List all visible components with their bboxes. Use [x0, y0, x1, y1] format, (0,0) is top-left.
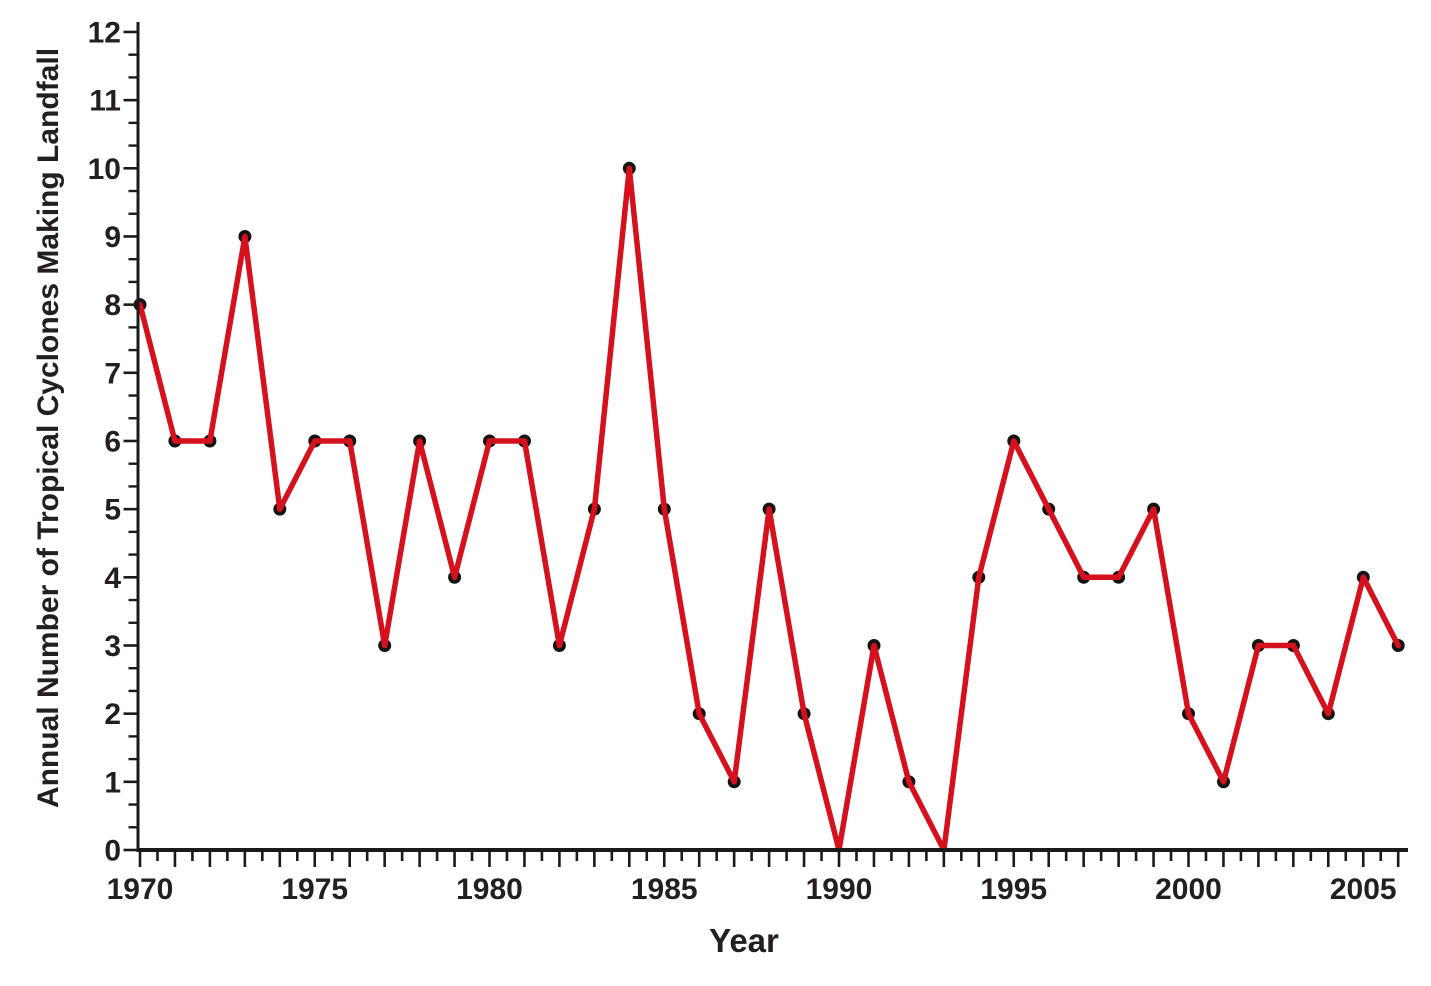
y-axis-title: Annual Number of Tropical Cyclones Makin…	[32, 47, 65, 809]
y-tick-label: 4	[104, 562, 121, 595]
y-tick-label: 3	[104, 630, 121, 663]
x-tick-label: 1985	[631, 873, 698, 906]
y-tick-label: 6	[104, 425, 121, 458]
y-tick-label: 0	[104, 835, 121, 868]
x-axis-title: Year	[709, 922, 779, 959]
x-tick-label: 1995	[980, 873, 1047, 906]
x-tick-label: 2000	[1155, 873, 1222, 906]
data-series-line	[137, 165, 1401, 853]
x-tick-label: 2005	[1330, 873, 1397, 906]
y-tick-label: 8	[104, 289, 121, 322]
y-tick-label: 5	[104, 494, 121, 527]
y-tick-label: 1	[104, 766, 121, 799]
x-tick-label: 1990	[806, 873, 873, 906]
y-tick-label: 2	[104, 698, 121, 731]
y-tick-label: 11	[89, 85, 121, 118]
y-tick-label: 9	[104, 221, 121, 254]
x-tick-label: 1980	[456, 873, 523, 906]
y-tick-label: 10	[88, 153, 121, 186]
x-tick-label: 1975	[281, 873, 348, 906]
y-tick-label: 7	[104, 357, 121, 390]
x-tick-label: 1970	[107, 873, 174, 906]
y-tick-label: 12	[88, 16, 121, 49]
